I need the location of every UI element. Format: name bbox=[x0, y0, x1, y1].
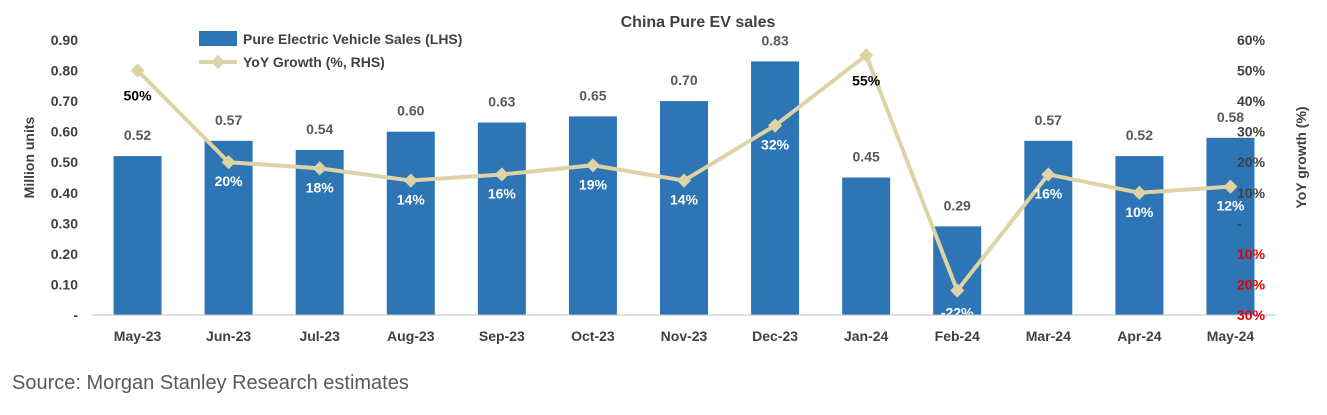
y-right-tick-label: 20% bbox=[1237, 154, 1266, 170]
growth-value-label: 14% bbox=[397, 192, 426, 208]
y-left-tick-label: 0.50 bbox=[51, 154, 78, 170]
y-right-tick-label: 40% bbox=[1237, 93, 1266, 109]
x-tick-label: Mar-24 bbox=[1026, 328, 1071, 344]
growth-value-label: 18% bbox=[306, 179, 335, 195]
bar bbox=[113, 156, 162, 315]
growth-point bbox=[221, 155, 236, 170]
x-tick-label: Jan-24 bbox=[844, 328, 889, 344]
growth-point bbox=[950, 283, 965, 298]
growth-point bbox=[1132, 185, 1147, 200]
y-left-tick-label: 0.30 bbox=[51, 215, 78, 231]
bar-value-label: 0.57 bbox=[215, 112, 242, 128]
bar-value-label: 0.83 bbox=[761, 32, 788, 48]
growth-point bbox=[1041, 167, 1056, 182]
x-tick-label: Nov-23 bbox=[661, 328, 708, 344]
bar bbox=[204, 140, 253, 315]
growth-line-series: 50% 20% 18% 14% 16% 19% 14% 32% 55% -22% 16% 10% 12% bbox=[124, 48, 1245, 321]
bar-value-label: 0.58 bbox=[1217, 109, 1244, 125]
growth-value-label: 16% bbox=[1034, 185, 1063, 201]
legend-swatch-marker bbox=[210, 54, 226, 70]
y-left-tick-label: 0.80 bbox=[51, 63, 78, 79]
y-right-tick-label: 30% bbox=[1237, 307, 1266, 323]
growth-value-label: 55% bbox=[852, 72, 881, 88]
growth-value-label: 32% bbox=[761, 137, 790, 153]
y-left-tick-label: 0.60 bbox=[51, 124, 78, 140]
growth-point bbox=[494, 167, 509, 182]
y-right-tick-label: 50% bbox=[1237, 63, 1266, 79]
bar bbox=[1206, 137, 1255, 315]
combo-chart: China Pure EV sales 0.52 0.57 0.54 0.60 0.63… bbox=[21, 14, 1309, 344]
legend-label-bar: Pure Electric Vehicle Sales (LHS) bbox=[243, 31, 462, 47]
growth-value-label: 50% bbox=[124, 88, 153, 104]
y-left-tick-label: 0.70 bbox=[51, 93, 78, 109]
growth-value-label: 19% bbox=[579, 176, 608, 192]
legend-swatch-bar bbox=[199, 31, 237, 46]
x-tick-label: Oct-23 bbox=[571, 328, 615, 344]
y-left-tick-label: 0.10 bbox=[51, 276, 78, 292]
y-right-tick-label: 10% bbox=[1237, 185, 1266, 201]
y-left-tick-label: 0.40 bbox=[51, 185, 78, 201]
source-note: Source: Morgan Stanley Research estimate… bbox=[12, 372, 409, 394]
growth-point bbox=[312, 161, 327, 176]
bar-value-label: 0.29 bbox=[944, 197, 971, 213]
y-left-axis-title: Million units bbox=[21, 116, 37, 198]
bar-value-label: 0.65 bbox=[579, 87, 606, 103]
growth-value-label: 10% bbox=[1125, 204, 1154, 220]
bar-value-label: 0.57 bbox=[1035, 112, 1062, 128]
growth-value-label: -22% bbox=[941, 305, 974, 321]
bar bbox=[295, 150, 344, 315]
y-right-tick-label: 20% bbox=[1237, 276, 1266, 292]
growth-value-label: 20% bbox=[215, 173, 244, 189]
bar bbox=[1115, 156, 1164, 315]
bar-value-label: 0.52 bbox=[124, 127, 151, 143]
growth-point bbox=[585, 158, 600, 173]
bar bbox=[386, 131, 435, 315]
bar bbox=[568, 116, 617, 315]
bar bbox=[842, 177, 891, 315]
x-tick-label: Apr-24 bbox=[1117, 328, 1162, 344]
y-right-tick-label: 30% bbox=[1237, 124, 1266, 140]
y-right-axis-title: YoY growth (%) bbox=[1293, 106, 1309, 208]
x-tick-label: Dec-23 bbox=[752, 328, 798, 344]
y-right-tick-label: - bbox=[1237, 215, 1242, 231]
x-tick-label: May-24 bbox=[1207, 328, 1255, 344]
y-left-tick-label: - bbox=[73, 307, 78, 323]
bar bbox=[477, 122, 526, 315]
growth-point bbox=[403, 173, 418, 188]
y-right-tick-label: 10% bbox=[1237, 246, 1266, 262]
growth-value-label: 14% bbox=[670, 192, 699, 208]
bar-value-label: 0.70 bbox=[670, 72, 697, 88]
bar bbox=[1024, 140, 1073, 315]
x-tick-label: Jun-23 bbox=[206, 328, 251, 344]
x-tick-label: Feb-24 bbox=[935, 328, 980, 344]
axes: - 0.10 0.20 0.30 0.40 0.50 0.60 0.70 0.80 0.90 30%… bbox=[21, 32, 1309, 344]
growth-point bbox=[1223, 179, 1238, 194]
legend-label-line: YoY Growth (%, RHS) bbox=[243, 54, 385, 70]
y-left-tick-label: 0.20 bbox=[51, 246, 78, 262]
y-left-tick-label: 0.90 bbox=[51, 32, 78, 48]
x-tick-label: Sep-23 bbox=[479, 328, 525, 344]
bar-series: 0.52 0.57 0.54 0.60 0.63 0.65 0.70 0.83 0.45 0.29… bbox=[113, 32, 1255, 316]
growth-value-label: 12% bbox=[1216, 198, 1245, 214]
bar bbox=[660, 101, 708, 315]
x-tick-label: Jul-23 bbox=[299, 328, 340, 344]
y-right-tick-label: 60% bbox=[1237, 32, 1266, 48]
bar bbox=[751, 61, 800, 316]
growth-point bbox=[859, 48, 874, 63]
bar-value-label: 0.45 bbox=[853, 149, 880, 165]
growth-point bbox=[676, 173, 692, 188]
chart-title: China Pure EV sales bbox=[621, 14, 776, 31]
x-tick-label: Aug-23 bbox=[387, 328, 435, 344]
growth-point bbox=[768, 118, 783, 133]
x-tick-label: May-23 bbox=[114, 328, 162, 344]
bar-value-label: 0.63 bbox=[488, 94, 515, 110]
bar-value-label: 0.52 bbox=[1126, 127, 1153, 143]
growth-value-label: 16% bbox=[488, 185, 517, 201]
legend: Pure Electric Vehicle Sales (LHS) YoY Gr… bbox=[199, 31, 462, 70]
bar-value-label: 0.54 bbox=[306, 121, 333, 137]
bar-value-label: 0.60 bbox=[397, 103, 424, 119]
